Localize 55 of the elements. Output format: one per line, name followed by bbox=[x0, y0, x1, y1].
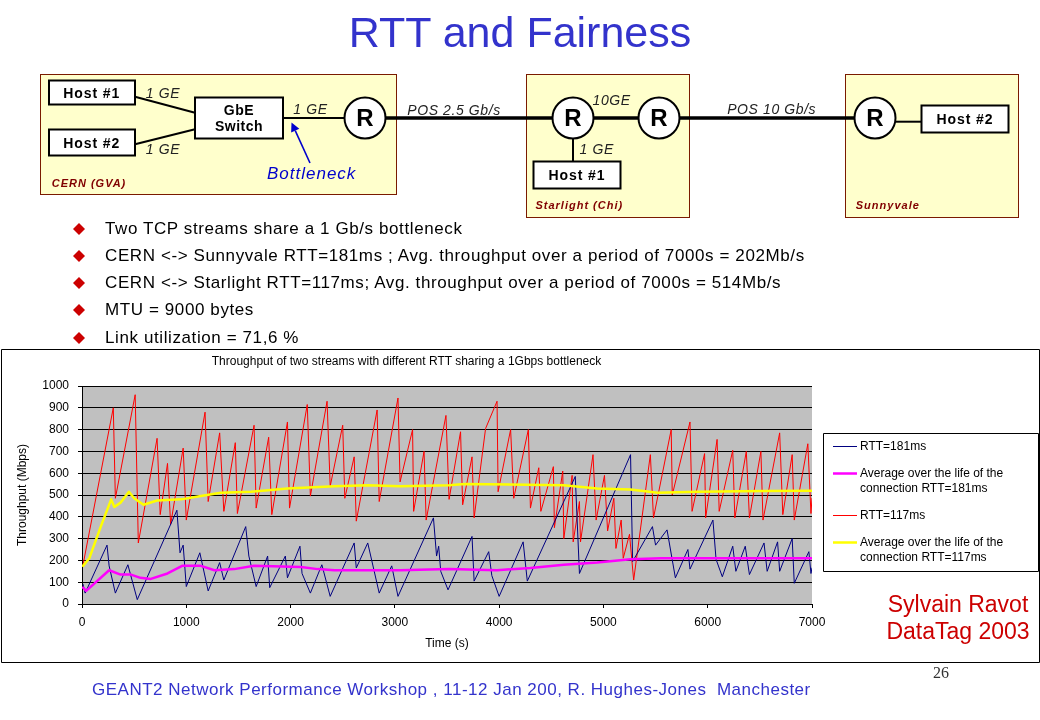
text: MTU = 9000 bytes bbox=[105, 300, 254, 321]
y-tick-label: 900 bbox=[48, 400, 70, 415]
text: R bbox=[866, 104, 884, 132]
text: RTT and Fairness bbox=[348, 8, 692, 57]
x-tick-label: 4000 bbox=[485, 614, 513, 629]
text: Bottleneck bbox=[266, 164, 357, 185]
text: Starlight (Chi) bbox=[535, 199, 624, 211]
text: R bbox=[564, 104, 582, 132]
text: R bbox=[650, 104, 668, 132]
text: CERN (GVA) bbox=[51, 177, 127, 190]
text: Host #2 bbox=[936, 111, 994, 127]
text: CERN <-> Starlight RTT=117ms; Avg. throughput over a period of 7000s = 514Mb/s bbox=[105, 273, 782, 293]
y-tick-label: 200 bbox=[48, 552, 70, 567]
y-tick-label: 0 bbox=[62, 596, 70, 611]
text: R bbox=[356, 104, 374, 132]
text: Link utilization = 71,6 % bbox=[105, 327, 300, 348]
y-axis-title: Throughput (Mbps) bbox=[14, 443, 29, 547]
y-tick-label: 1000 bbox=[42, 378, 70, 393]
text: Two TCP streams share a 1 Gb/s bottleneck bbox=[105, 218, 463, 239]
text: POS 10 Gb/s bbox=[727, 100, 817, 117]
chart-title: Throughput of two streams with different RTT sharing a 1Gbps bottleneck bbox=[211, 353, 603, 368]
text: CERN <-> Sunnyvale RTT=181ms ; Avg. throughput over a period of 7000s = 202Mb/s bbox=[105, 246, 805, 266]
x-tick-label: 6000 bbox=[694, 614, 722, 629]
x-tick-label: 2000 bbox=[277, 614, 305, 629]
text: Host #1 bbox=[63, 84, 121, 101]
x-tick-label: 1000 bbox=[172, 614, 200, 629]
text: GEANT2 Network Performance Workshop , 11-12 Jan 200, R. Hughes-Jones Manchester bbox=[92, 680, 811, 700]
x-tick-label: 3000 bbox=[381, 614, 409, 629]
y-tick-label: 300 bbox=[48, 530, 70, 545]
text: 10GE bbox=[592, 92, 631, 108]
y-tick-label: 700 bbox=[48, 443, 70, 458]
text: Sylvain Ravot DataTag 2003 bbox=[885, 591, 1031, 645]
text: GbE Switch bbox=[214, 102, 264, 134]
legend-label: RTT=181ms bbox=[860, 438, 927, 453]
legend-label: Average over the life of the connection RTT=181ms bbox=[860, 465, 1004, 495]
text: 1 GE bbox=[579, 141, 614, 157]
text: Sunnyvale bbox=[855, 199, 920, 211]
x-tick-label: 5000 bbox=[590, 614, 618, 629]
text: POS 2.5 Gb/s bbox=[407, 102, 501, 118]
legend-label: RTT=117ms bbox=[860, 507, 926, 522]
text: Host #2 bbox=[63, 134, 121, 151]
y-tick-label: 800 bbox=[48, 421, 70, 436]
y-tick-label: 100 bbox=[48, 574, 70, 589]
y-tick-label: 500 bbox=[48, 487, 70, 502]
text: 26 bbox=[933, 664, 949, 682]
text: 1 GE bbox=[145, 85, 181, 101]
y-tick-label: 400 bbox=[48, 509, 70, 524]
x-axis-title: Time (s) bbox=[425, 636, 469, 651]
x-tick-label: 7000 bbox=[798, 614, 826, 629]
text: 1 GE bbox=[293, 100, 328, 117]
y-tick-label: 600 bbox=[48, 465, 70, 480]
text: 1 GE bbox=[145, 140, 181, 157]
legend-label: Average over the life of the connection RTT=117ms bbox=[860, 534, 1004, 564]
x-tick-label: 0 bbox=[78, 614, 86, 629]
text: Host #1 bbox=[548, 167, 606, 183]
